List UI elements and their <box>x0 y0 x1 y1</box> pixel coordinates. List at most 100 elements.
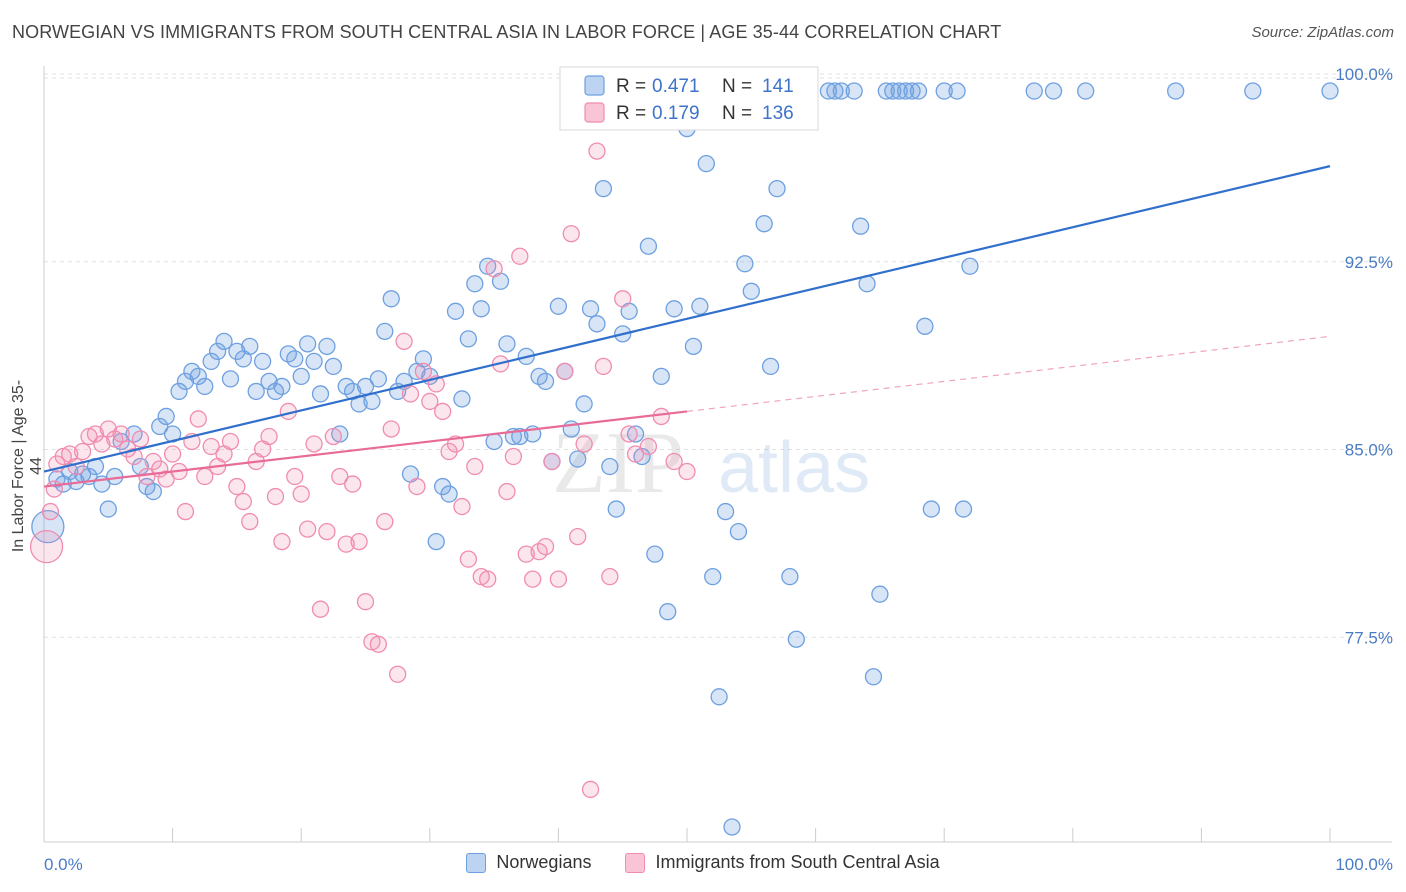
point-immigrants-46 <box>324 427 343 446</box>
point-immigrants-37 <box>266 487 285 506</box>
point-norwegians-37 <box>286 350 304 368</box>
point-norwegians-128 <box>922 500 940 518</box>
point-norwegians-25 <box>208 342 227 361</box>
point-norwegians-24 <box>202 352 220 371</box>
point-norwegians-133 <box>1025 82 1043 100</box>
legend-label-norwegians: Norwegians <box>496 852 592 872</box>
point-immigrants-50 <box>350 532 368 551</box>
point-norwegians-41 <box>311 385 330 403</box>
point-norwegians-27 <box>221 370 240 388</box>
point-immigrants-92 <box>620 425 638 443</box>
point-norwegians-57 <box>414 350 433 368</box>
point-norwegians-131 <box>954 500 973 518</box>
point-immigrants-2 <box>45 480 63 498</box>
point-norwegians-86 <box>601 457 619 476</box>
stats-r-label-1: R = <box>616 76 646 97</box>
chart-title: NORWEGIAN VS IMMIGRANTS FROM SOUTH CENTR… <box>12 22 1002 42</box>
trend-immigrants-solid <box>43 410 688 488</box>
point-norwegians-132 <box>961 257 979 275</box>
point-norwegians-123 <box>890 82 908 100</box>
point-norwegians-126 <box>909 82 928 100</box>
x-tick-label-1: 100.0% <box>1335 855 1393 874</box>
point-norwegians-137 <box>1244 82 1262 100</box>
point-norwegians-125 <box>903 82 921 100</box>
point-norwegians-59 <box>427 532 445 551</box>
trend-lines <box>43 165 1331 488</box>
stats-r-value-1: 0.471 <box>652 76 700 97</box>
legend-item-immigrants: Immigrants from South Central Asia <box>625 852 940 873</box>
point-immigrants-41 <box>292 485 310 503</box>
point-norwegians-134 <box>1044 82 1063 100</box>
point-immigrants-88 <box>594 357 613 376</box>
point-norwegians-112 <box>787 630 805 648</box>
point-immigrants-7 <box>73 442 92 461</box>
point-immigrants-36 <box>260 427 278 446</box>
point-norwegians-35 <box>273 377 291 396</box>
point-immigrants-38 <box>273 532 291 551</box>
point-immigrants-51 <box>356 593 375 611</box>
point-norwegians-122 <box>884 82 902 100</box>
point-immigrants-84 <box>569 527 587 546</box>
stats-r-value-2: 0.179 <box>652 103 700 124</box>
point-norwegians-92 <box>639 237 658 255</box>
point-norwegians-100 <box>697 154 715 173</box>
point-immigrants-85 <box>575 435 593 453</box>
point-norwegians-94 <box>652 367 670 386</box>
point-norwegians-136 <box>1167 82 1185 100</box>
point-norwegians-17 <box>157 407 175 426</box>
point-norwegians-114 <box>826 82 844 100</box>
legend-label-immigrants: Immigrants from South Central Asia <box>655 852 940 872</box>
point-immigrants-61 <box>421 392 439 411</box>
point-norwegians-96 <box>665 300 683 318</box>
point-norwegians-109 <box>761 357 780 376</box>
point-norwegians-110 <box>768 180 786 198</box>
point-immigrants-6 <box>67 457 85 476</box>
point-immigrants-49 <box>343 475 362 493</box>
point-immigrants-71 <box>485 260 503 278</box>
point-norwegians-106 <box>736 255 754 273</box>
point-norwegians-0 <box>31 509 65 544</box>
point-norwegians-129 <box>935 82 953 100</box>
point-norwegians-33 <box>260 372 278 391</box>
point-norwegians-111 <box>781 568 799 586</box>
point-norwegians-120 <box>871 585 889 603</box>
point-norwegians-39 <box>298 335 317 353</box>
point-norwegians-82 <box>575 395 593 413</box>
point-norwegians-68 <box>485 432 503 451</box>
point-immigrants-45 <box>318 522 336 541</box>
point-norwegians-108 <box>755 215 773 233</box>
legend: Norwegians Immigrants from South Central… <box>0 852 1406 873</box>
source-label: Source: ZipAtlas.com <box>1251 24 1394 41</box>
point-norwegians-15 <box>144 482 162 501</box>
point-immigrants-15 <box>125 447 143 466</box>
point-immigrants-95 <box>652 407 670 426</box>
legend-swatch-immigrants <box>625 852 646 873</box>
point-norwegians-31 <box>247 382 265 401</box>
point-norwegians-103 <box>716 502 735 521</box>
point-immigrants-21 <box>163 445 182 463</box>
stats-n-value-2: 136 <box>762 103 794 124</box>
point-norwegians-22 <box>189 367 207 386</box>
point-norwegians-26 <box>215 332 233 351</box>
axes <box>43 66 1392 843</box>
point-immigrants-75 <box>511 247 529 265</box>
point-norwegians-76 <box>536 372 555 391</box>
point-norwegians-9 <box>99 500 117 518</box>
point-norwegians-87 <box>607 500 625 518</box>
point-norwegians-135 <box>1077 82 1095 100</box>
point-immigrants-68 <box>466 457 484 476</box>
point-immigrants-25 <box>189 410 207 428</box>
stats-swatch-norwegians <box>584 75 605 96</box>
point-immigrants-76 <box>517 545 535 563</box>
point-immigrants-63 <box>434 402 452 421</box>
point-immigrants-73 <box>498 482 516 501</box>
point-immigrants-0 <box>29 529 64 564</box>
point-norwegians-102 <box>710 688 728 706</box>
point-immigrants-40 <box>286 467 304 486</box>
point-immigrants-16 <box>131 430 150 448</box>
legend-swatch-norwegians <box>466 852 487 873</box>
point-norwegians-116 <box>845 82 863 100</box>
point-immigrants-1 <box>41 502 60 521</box>
y-tick-labels: 100.0% 92.5% 85.0% 77.5% <box>1335 65 1393 647</box>
